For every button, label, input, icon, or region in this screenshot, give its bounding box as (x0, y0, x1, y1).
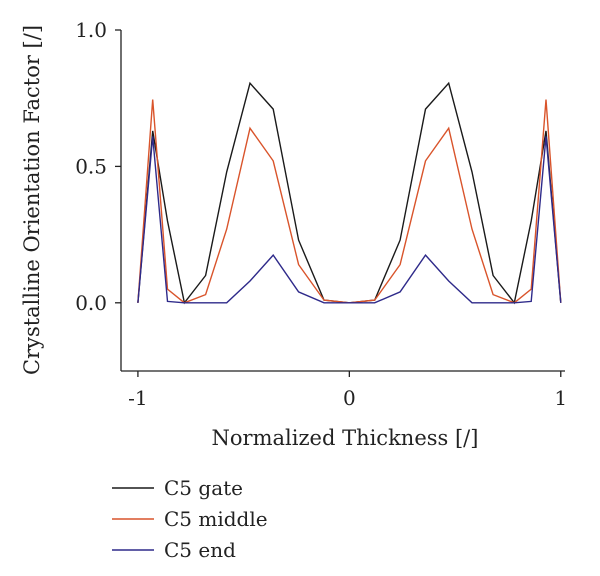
series-lines (137, 81, 562, 305)
x-tick-label: 1 (554, 386, 567, 410)
legend-label-c5-gate: C5 gate (164, 476, 243, 500)
series-line-c5-middle (137, 99, 562, 304)
y-axis-label: Crystalline Orientation Factor [/] (20, 25, 44, 375)
series-line-c5-end (137, 136, 562, 304)
x-axis-label: Normalized Thickness [/] (212, 426, 479, 450)
x-tick-label: 0 (343, 386, 356, 410)
series-line-c5-gate (137, 81, 562, 305)
legend: C5 gate C5 middle C5 end (112, 476, 268, 562)
y-tick-label: 0.0 (75, 291, 107, 315)
axes: 0.0 0.5 1.0 -1 0 1 (75, 18, 567, 410)
y-tick-label: 1.0 (75, 18, 107, 42)
y-tick-label: 0.5 (75, 154, 107, 178)
legend-label-c5-middle: C5 middle (164, 507, 268, 531)
legend-label-c5-end: C5 end (164, 538, 236, 562)
x-tick-label: -1 (128, 386, 147, 410)
